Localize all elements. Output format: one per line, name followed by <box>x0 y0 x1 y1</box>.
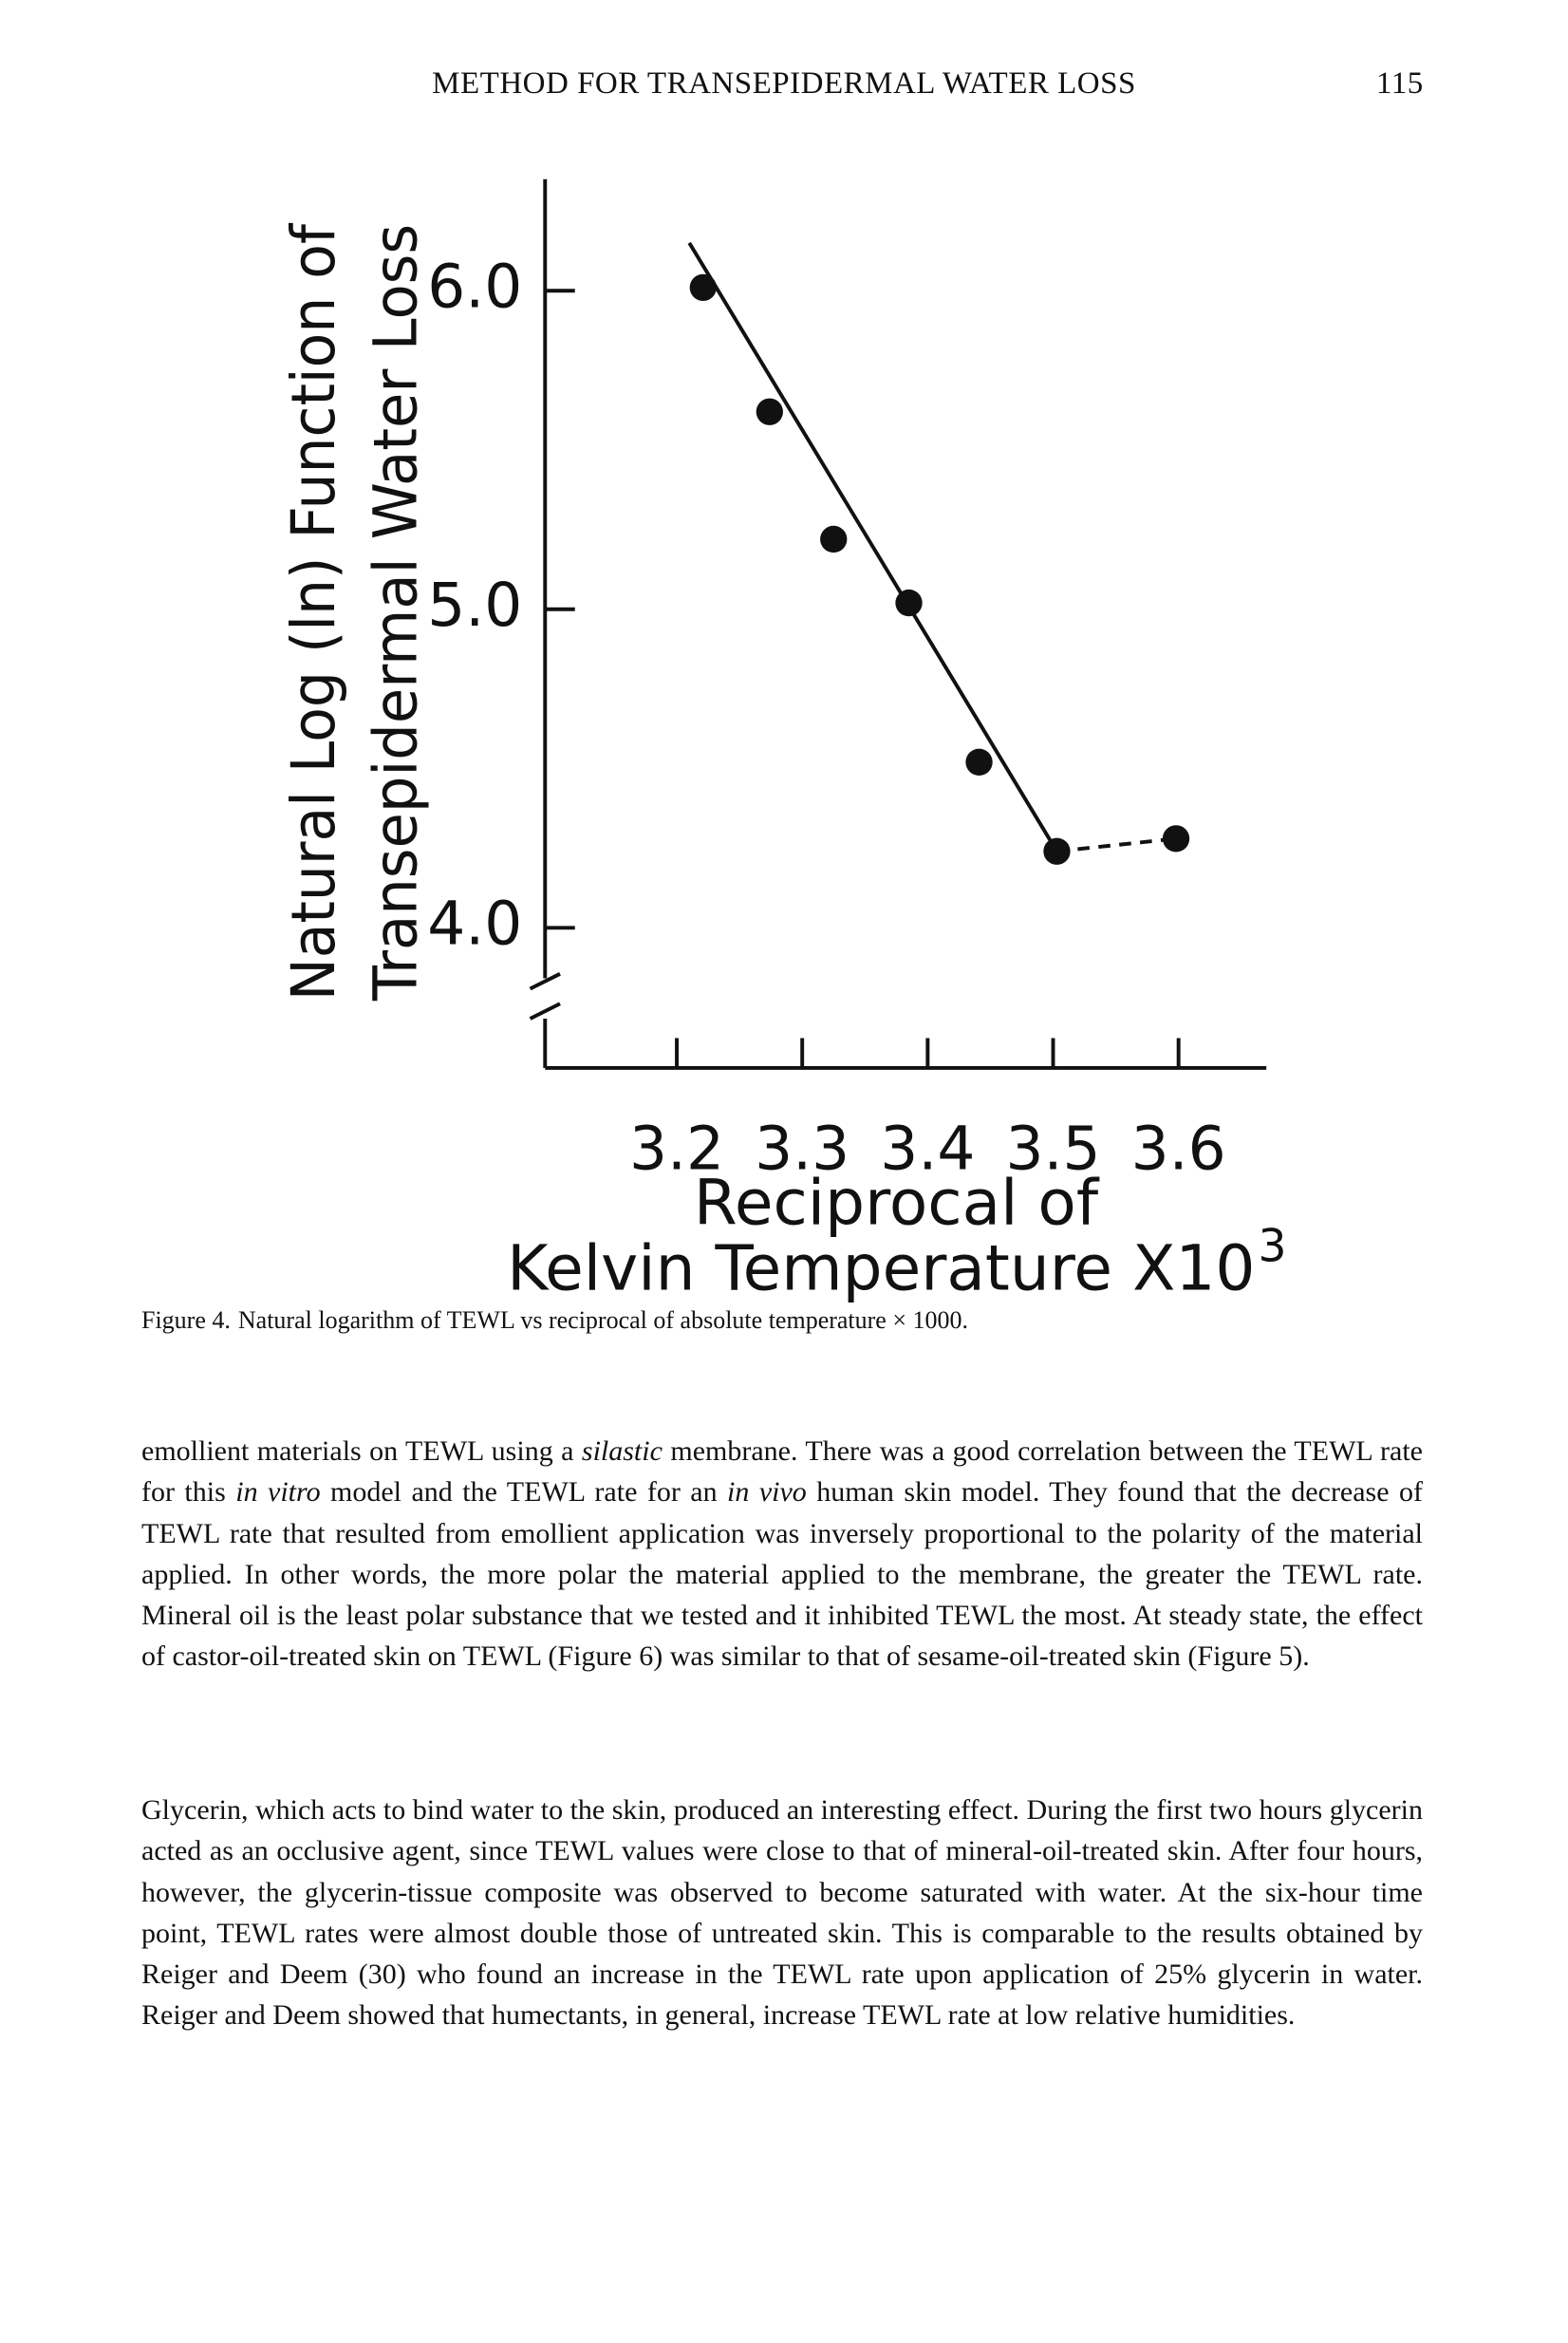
y-tick-label: 4.0 <box>427 889 522 958</box>
data-point <box>820 525 848 553</box>
x-tick-label: 3.6 <box>1131 1115 1226 1184</box>
text-run: human skin model. They found that the de… <box>141 1476 1423 1673</box>
caption-text: Natural logarithm of TEWL vs reciprocal … <box>237 1306 969 1334</box>
paragraph: emollient materials on TEWL using a sila… <box>141 1431 1423 1678</box>
text-run: emollient materials on TEWL using a <box>141 1435 582 1467</box>
page-number: 115 <box>1376 66 1424 101</box>
italic-text: in vivo <box>727 1476 807 1509</box>
axis-break <box>529 972 561 991</box>
x-axis-label: Reciprocal of <box>694 1166 1100 1239</box>
dashed-link <box>1056 836 1177 853</box>
text-run: membrane. There was a good correlation b… <box>141 1435 1423 1509</box>
paragraph: Glycerin, which acts to bind water to th… <box>141 1790 1423 2036</box>
fit-line <box>687 241 1059 853</box>
figure: 6.0 5.0 4.0 3.2 3.3 3.4 3.5 3.6 Natural Log (ln)… <box>279 178 1287 1305</box>
data-point <box>689 273 717 302</box>
data-point <box>1043 837 1071 865</box>
x-tick-label: 3.2 <box>629 1115 724 1184</box>
x-axis-label: Kelvin Temperature X10 <box>507 1232 1255 1305</box>
axis-break <box>529 1002 561 1021</box>
italic-text: in vitro <box>235 1476 321 1509</box>
x-tick-label: 3.4 <box>880 1115 975 1184</box>
caption-label: Figure 4. <box>141 1306 231 1334</box>
data-point <box>895 589 923 617</box>
y-axis-label: Transepidermal Water Loss <box>362 224 431 1002</box>
figure-caption: Figure 4. Natural logarithm of TEWL vs re… <box>141 1306 968 1335</box>
y-tick-label: 6.0 <box>427 252 522 321</box>
text-run: model and the TEWL rate for an <box>320 1476 728 1509</box>
italic-text: silastic <box>581 1435 663 1467</box>
y-axis-label: Natural Log (ln) Function of <box>279 222 348 1001</box>
data-point <box>1162 825 1190 853</box>
data-point <box>756 398 783 425</box>
data-point <box>965 748 993 776</box>
running-head: METHOD FOR TRANSEPIDERMAL WATER LOSS <box>432 66 1136 101</box>
text-run: Glycerin, which acts to bind water to th… <box>141 1794 1423 2032</box>
y-tick-label: 5.0 <box>427 571 522 640</box>
x-tick-label: 3.5 <box>1005 1115 1100 1184</box>
x-axis-label-superscript: 3 <box>1259 1220 1287 1272</box>
x-tick-label: 3.3 <box>755 1115 849 1184</box>
